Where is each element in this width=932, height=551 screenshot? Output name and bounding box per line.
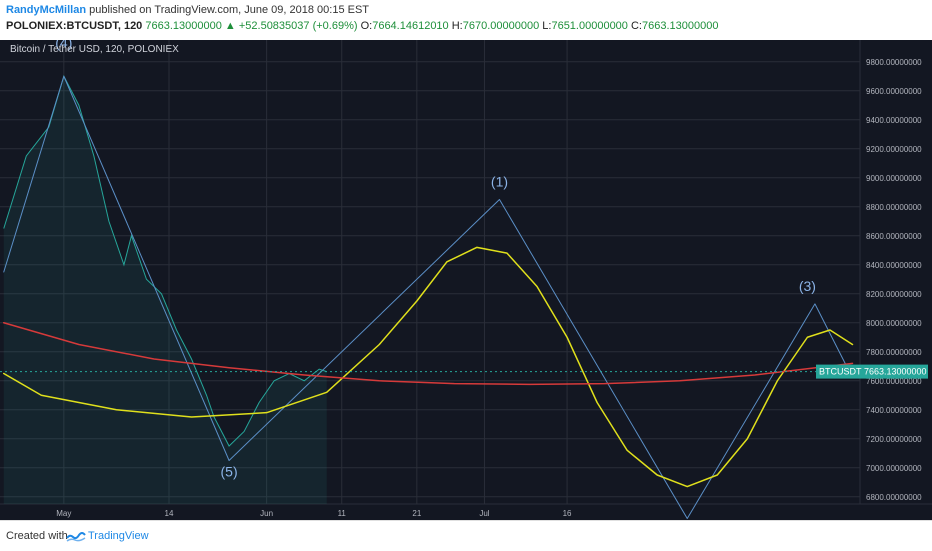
y-tick-label: 7800.00000000 (866, 348, 922, 357)
y-tick-label: 8800.00000000 (866, 203, 922, 212)
symbol: POLONIEX:BTCUSDT, 120 (6, 20, 143, 32)
x-tick-label: 16 (563, 509, 572, 518)
overlay-line (3, 322, 854, 386)
overlay-line (3, 75, 853, 519)
wave-label: (5) (221, 463, 238, 479)
close-value: 7663.13000000 (641, 20, 719, 32)
wave-label: (3) (799, 278, 816, 294)
y-tick-label: 9200.00000000 (866, 145, 922, 154)
published-text: published on TradingView.com, June 09, 2… (89, 4, 370, 16)
chart-area[interactable]: 6800.00000000 7000.00000000 7200.00000000 7… (0, 34, 932, 520)
price-line (3, 74, 327, 447)
y-tick-label: 9400.00000000 (866, 116, 922, 125)
overlay-line (3, 246, 854, 488)
price-area (3, 76, 327, 504)
y-tick-label: 8200.00000000 (866, 290, 922, 299)
high-value: 7670.00000000 (462, 20, 540, 32)
close-label: C: (630, 20, 642, 32)
arrow-up-icon: ▲ (224, 20, 236, 32)
plot-background (0, 40, 860, 504)
y-tick-label: 7600.00000000 (866, 377, 922, 386)
wave-label: (1) (491, 173, 508, 189)
y-tick-label: 9800.00000000 (866, 58, 922, 67)
tradingview-brand[interactable]: TradingView (88, 530, 149, 542)
y-tick-label: 6800.00000000 (866, 493, 922, 502)
x-tick-label: 21 (412, 509, 421, 518)
x-tick-label: 11 (338, 509, 347, 518)
price-tag-value: 7663.13000000 (864, 367, 927, 377)
y-tick-label: 8400.00000000 (866, 261, 922, 270)
quote-line: POLONIEX:BTCUSDT, 120 7663.13000000 ▲ +5… (6, 20, 718, 32)
y-tick-label: 8600.00000000 (866, 232, 922, 241)
y-tick-label: 7000.00000000 (866, 464, 922, 473)
chart-title: Bitcoin / Tether USD, 120, POLONIEX (10, 44, 179, 55)
x-tick-label: 14 (165, 509, 174, 518)
high-label: H: (451, 20, 463, 32)
low-value: 7651.00000000 (551, 20, 628, 32)
open-label: O: (360, 20, 373, 32)
created-with-text: Created with (6, 530, 68, 542)
footer: Created with TradingView (0, 520, 932, 551)
y-tick-label: 9600.00000000 (866, 87, 922, 96)
open-value: 7664.14612010 (372, 20, 449, 32)
header: RandyMcMillan published on TradingView.c… (0, 0, 932, 40)
y-tick-label: 9000.00000000 (866, 174, 922, 183)
y-tick-label: 7200.00000000 (866, 435, 922, 444)
tradingview-logo-icon (66, 532, 86, 542)
author-link[interactable]: RandyMcMillan (6, 4, 87, 16)
x-tick-label: May (56, 509, 71, 518)
change-value: +52.50835037 (+0.69%) (238, 20, 358, 32)
low-label: L: (542, 20, 552, 32)
x-tick-label: Jul (479, 509, 489, 518)
price-axis (860, 40, 932, 504)
price-tag: BTCUSDT 7663.13000000 (816, 364, 928, 379)
last-price: 7663.13000000 (145, 20, 222, 32)
price-tag-symbol: BTCUSDT (819, 367, 862, 377)
y-tick-label: 8000.00000000 (866, 319, 922, 328)
time-axis (0, 504, 932, 520)
publish-line: RandyMcMillan published on TradingView.c… (6, 4, 369, 16)
price-chart[interactable]: 6800.00000000 7000.00000000 7200.00000000 7… (0, 34, 932, 520)
x-tick-label: Jun (260, 509, 273, 518)
y-tick-label: 7400.00000000 (866, 406, 922, 415)
